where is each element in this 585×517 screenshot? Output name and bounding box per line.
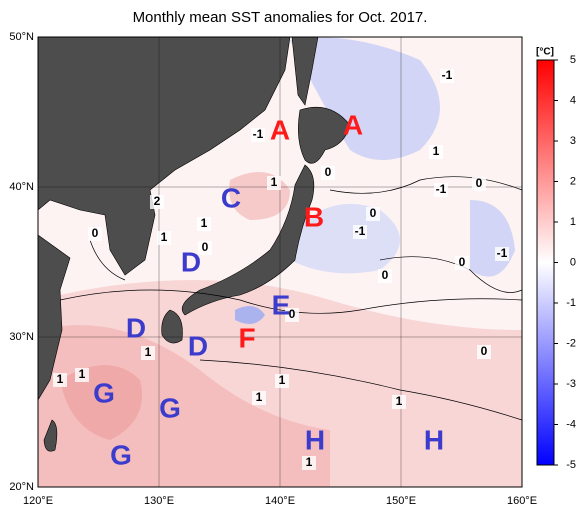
contour-label: 0 [481, 344, 488, 358]
contour-label-bg [252, 391, 266, 405]
contour-label-bg [429, 145, 443, 159]
contour-label: 0 [370, 206, 377, 220]
contour-label: 1 [201, 216, 208, 230]
colorbar-tick-label: 5 [570, 54, 576, 66]
region-label: G [93, 377, 115, 408]
contour-label-bg [392, 395, 406, 409]
region-label: D [126, 312, 146, 343]
lat-tick-label: 30°N [9, 331, 34, 343]
contour-label: 1 [57, 372, 64, 386]
colorbar-tick-label: -1 [566, 297, 576, 309]
contour-label: 1 [279, 373, 286, 387]
region-label: B [304, 201, 324, 232]
colorbar-tick-label: -4 [566, 418, 576, 430]
contour-label: 0 [459, 255, 466, 269]
region-label: A [270, 114, 290, 145]
contour-label-bg [378, 269, 392, 283]
colorbar-tick-label: -5 [566, 459, 576, 471]
contour-label: 0 [289, 307, 296, 321]
lon-tick-label: 160°E [507, 495, 537, 507]
contour-label-bg [285, 308, 299, 322]
contour-label: -1 [497, 246, 508, 260]
contour-label: 1 [306, 455, 313, 469]
colorbar [536, 59, 555, 466]
contour-label-bg [75, 368, 89, 382]
contour-label: -1 [355, 224, 366, 238]
lat-tick-label: 50°N [9, 31, 34, 43]
contour-label-bg [366, 207, 380, 221]
contour-label-bg [157, 231, 171, 245]
contour-label-bg [495, 247, 509, 261]
colorbar-tick-label: 0 [570, 256, 576, 268]
contour-label-bg [88, 227, 102, 241]
colorbar-tick-label: 4 [570, 94, 576, 106]
region-label: G [159, 392, 181, 423]
contour-label: 1 [396, 394, 403, 408]
contour-label-bg [150, 195, 164, 209]
contour-label: 1 [145, 345, 152, 359]
contour-label-bg [302, 456, 316, 470]
contour-label: -1 [253, 127, 264, 141]
contour-label: 1 [271, 175, 278, 189]
contour-label: 1 [161, 230, 168, 244]
contour-label: 1 [79, 367, 86, 381]
contour-label-bg [267, 176, 281, 190]
colorbar-tick-label: -3 [566, 378, 576, 390]
contour-label-bg [275, 374, 289, 388]
contour-label: -1 [442, 68, 453, 82]
contour-label-bg [434, 183, 448, 197]
contour-label: 1 [256, 390, 263, 404]
contour-label: 0 [92, 226, 99, 240]
contour-label: 0 [476, 176, 483, 190]
contour-label: 0 [202, 240, 209, 254]
region-label: H [424, 424, 444, 455]
contour-label-bg [353, 225, 367, 239]
colorbar-tick-label: 2 [570, 175, 576, 187]
contour-label-bg [53, 373, 67, 387]
lon-tick-label: 140°E [265, 495, 295, 507]
contour-label-bg [198, 241, 212, 255]
contour-label: 2 [154, 194, 161, 208]
colorbar-tick-label: 1 [570, 216, 576, 228]
region-label: D [181, 246, 201, 277]
contour-label-bg [440, 69, 454, 83]
contour-label: 0 [325, 165, 332, 179]
contour-label: 1 [433, 144, 440, 158]
contour-label-bg [472, 177, 486, 191]
colorbar-unit: [°C] [536, 47, 554, 58]
contour-label-bg [477, 345, 491, 359]
colorbar-tick-label: 3 [570, 135, 576, 147]
region-label: E [272, 289, 291, 320]
contour-label-bg [455, 256, 469, 270]
contour-label-bg [141, 346, 155, 360]
contour-label: 0 [382, 268, 389, 282]
lat-tick-label: 40°N [9, 181, 34, 193]
lat-tick-label: 20°N [9, 481, 34, 493]
contour-label-bg [251, 128, 265, 142]
lon-tick-label: 120°E [23, 495, 53, 507]
region-label: G [110, 439, 132, 470]
region-label: H [305, 424, 325, 455]
region-label: D [188, 330, 208, 361]
lon-tick-label: 130°E [144, 495, 174, 507]
region-label: A [343, 109, 363, 140]
region-label: F [238, 322, 255, 353]
colorbar-tick-label: -2 [566, 337, 576, 349]
contour-label-bg [197, 217, 211, 231]
contour-label-bg [321, 166, 335, 180]
title: Monthly mean SST anomalies for Oct. 2017… [133, 9, 428, 26]
region-label: C [221, 182, 241, 213]
contour-label: -1 [436, 182, 447, 196]
lon-tick-label: 150°E [386, 495, 416, 507]
